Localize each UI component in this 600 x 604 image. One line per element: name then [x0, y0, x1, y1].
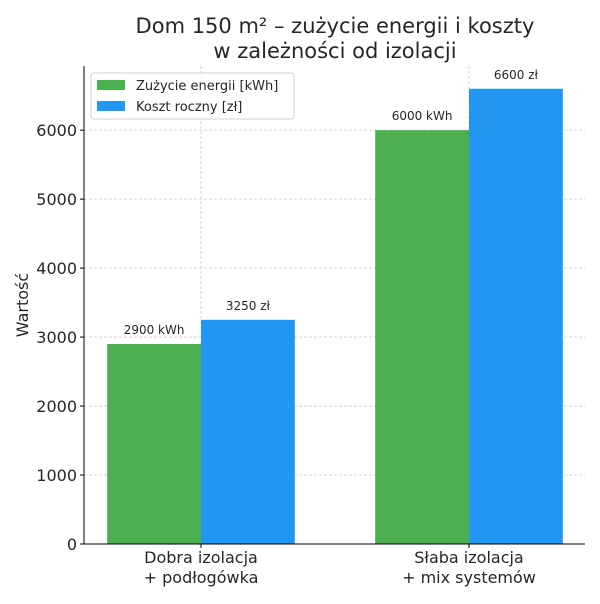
legend-swatch-cost: [97, 101, 125, 111]
legend-swatch-energy: [97, 80, 125, 90]
legend-label-energy: Zużycie energii [kWh]: [136, 79, 278, 94]
x-tick-label: + podłogówka: [144, 568, 259, 587]
bar-cost: [201, 319, 295, 544]
y-tick-label: 4000: [36, 259, 77, 278]
y-tick-label: 2000: [36, 397, 77, 416]
y-tick-label: 1000: [36, 466, 77, 485]
bar-energy: [107, 343, 201, 544]
x-tick-label: Dobra izolacja: [144, 548, 258, 567]
legend: Zużycie energii [kWh] Koszt roczny [zł]: [90, 72, 295, 120]
bar-data-label: 2900 kWh: [124, 323, 185, 337]
chart-title-line-1: Dom 150 m² – zużycie energii i koszty: [136, 14, 535, 38]
bar-energy: [375, 130, 469, 544]
bar-cost: [469, 88, 563, 544]
chart-title-line-2: w zależności od izolacji: [213, 39, 456, 63]
y-axis-label: Wartość: [13, 273, 32, 337]
x-tick-label: + mix systemów: [402, 568, 536, 587]
bar-data-label: 6600 zł: [494, 68, 539, 82]
y-tick-label: 0: [67, 535, 77, 554]
bar-data-label: 6000 kWh: [392, 109, 453, 123]
y-tick-label: 6000: [36, 121, 77, 140]
legend-label-cost: Koszt roczny [zł]: [136, 100, 242, 115]
bar-data-label: 3250 zł: [226, 299, 271, 313]
x-tick-label: Słaba izolacja: [414, 548, 523, 567]
y-tick-label: 5000: [36, 190, 77, 209]
legend-box: [90, 72, 295, 120]
y-tick-label: 3000: [36, 328, 77, 347]
